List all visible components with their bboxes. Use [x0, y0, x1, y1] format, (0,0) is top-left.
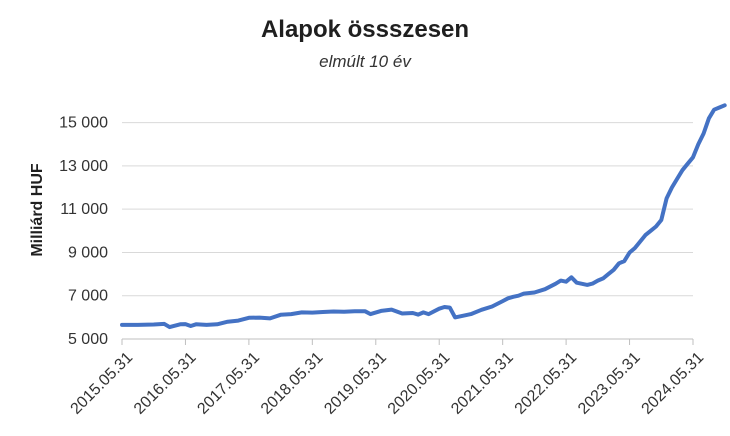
y-tick-label: 9 000	[68, 244, 108, 261]
y-tick-label: 15 000	[59, 115, 108, 132]
y-tick-label: 7 000	[68, 288, 108, 305]
x-tick-label: 2020.05.31	[385, 349, 454, 418]
y-tick-label: 5 000	[68, 331, 108, 348]
x-tick-label: 2023.05.31	[575, 349, 644, 418]
y-tick-label: 11 000	[60, 201, 108, 218]
series-group	[120, 103, 727, 330]
x-tick-label: 2015.05.31	[68, 349, 137, 418]
y-axis-ticks: 5 000 7 000 9 000 11 000 13 000 15 000	[59, 115, 108, 348]
y-tick-label: 13 000	[59, 158, 108, 175]
chart-subtitle: elmúlt 10 év	[319, 52, 411, 71]
x-tick-label: 2021.05.31	[448, 349, 517, 418]
x-tick-label: 2024.05.31	[639, 349, 708, 418]
gridlines	[122, 122, 693, 340]
x-tick-label: 2019.05.31	[321, 349, 390, 418]
chart-title: Alapok össszesen	[260, 16, 470, 43]
y-axis-label: Milliárd HUF	[29, 163, 46, 257]
x-tick-label: 2017.05.31	[194, 349, 263, 418]
x-tick-label: 2018.05.31	[258, 349, 327, 418]
x-tick-label: 2016.05.31	[131, 349, 200, 418]
x-axis-ticks: 2015.05.312016.05.312017.05.312018.05.31…	[68, 339, 708, 418]
series-line	[120, 103, 727, 330]
x-tick-label: 2022.05.31	[512, 349, 581, 418]
